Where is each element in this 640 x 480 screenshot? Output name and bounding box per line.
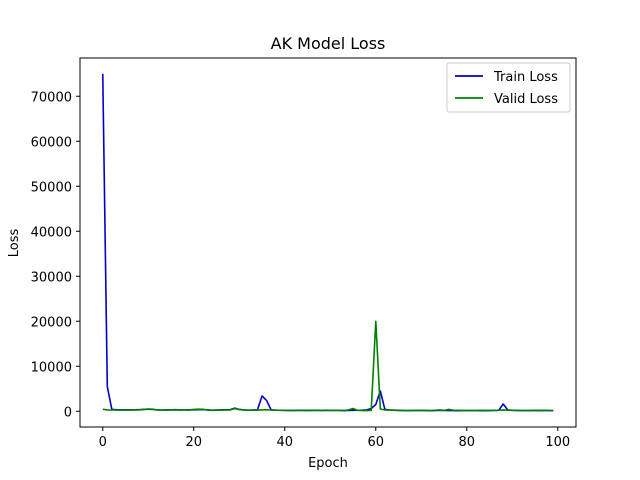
- plot-frame: [79, 57, 577, 428]
- y-tick-label: 70000: [31, 90, 72, 105]
- y-tick-label: 40000: [31, 225, 72, 240]
- plot-area: [101, 73, 554, 412]
- x-tick-label: 60: [368, 435, 385, 450]
- y-tick-label: 60000: [31, 135, 72, 150]
- y-tick-label: 10000: [31, 360, 72, 375]
- x-tick-label: 20: [185, 435, 202, 450]
- y-tick-label: 50000: [31, 180, 72, 195]
- x-axis: 0 20 40 60 80 100: [99, 427, 570, 450]
- legend: Train Loss Valid Loss: [446, 62, 571, 113]
- series-line-valid-loss: [102, 320, 554, 412]
- y-tick-label: 20000: [31, 315, 72, 330]
- x-axis-label: Epoch: [308, 456, 348, 471]
- x-tick-label: 40: [276, 435, 293, 450]
- y-tick-label: 0: [64, 405, 72, 420]
- y-axis-label: Loss: [7, 229, 22, 258]
- y-tick-label: 30000: [31, 270, 72, 285]
- x-tick-label: 0: [99, 435, 107, 450]
- legend-label: Valid Loss: [494, 92, 558, 107]
- x-tick-label: 100: [545, 435, 570, 450]
- chart-title: AK Model Loss: [271, 34, 386, 53]
- x-tick-label: 80: [459, 435, 476, 450]
- y-axis: 0 10000 20000 30000 40000 50000 60000 70000: [31, 90, 80, 420]
- legend-label: Train Loss: [493, 70, 558, 85]
